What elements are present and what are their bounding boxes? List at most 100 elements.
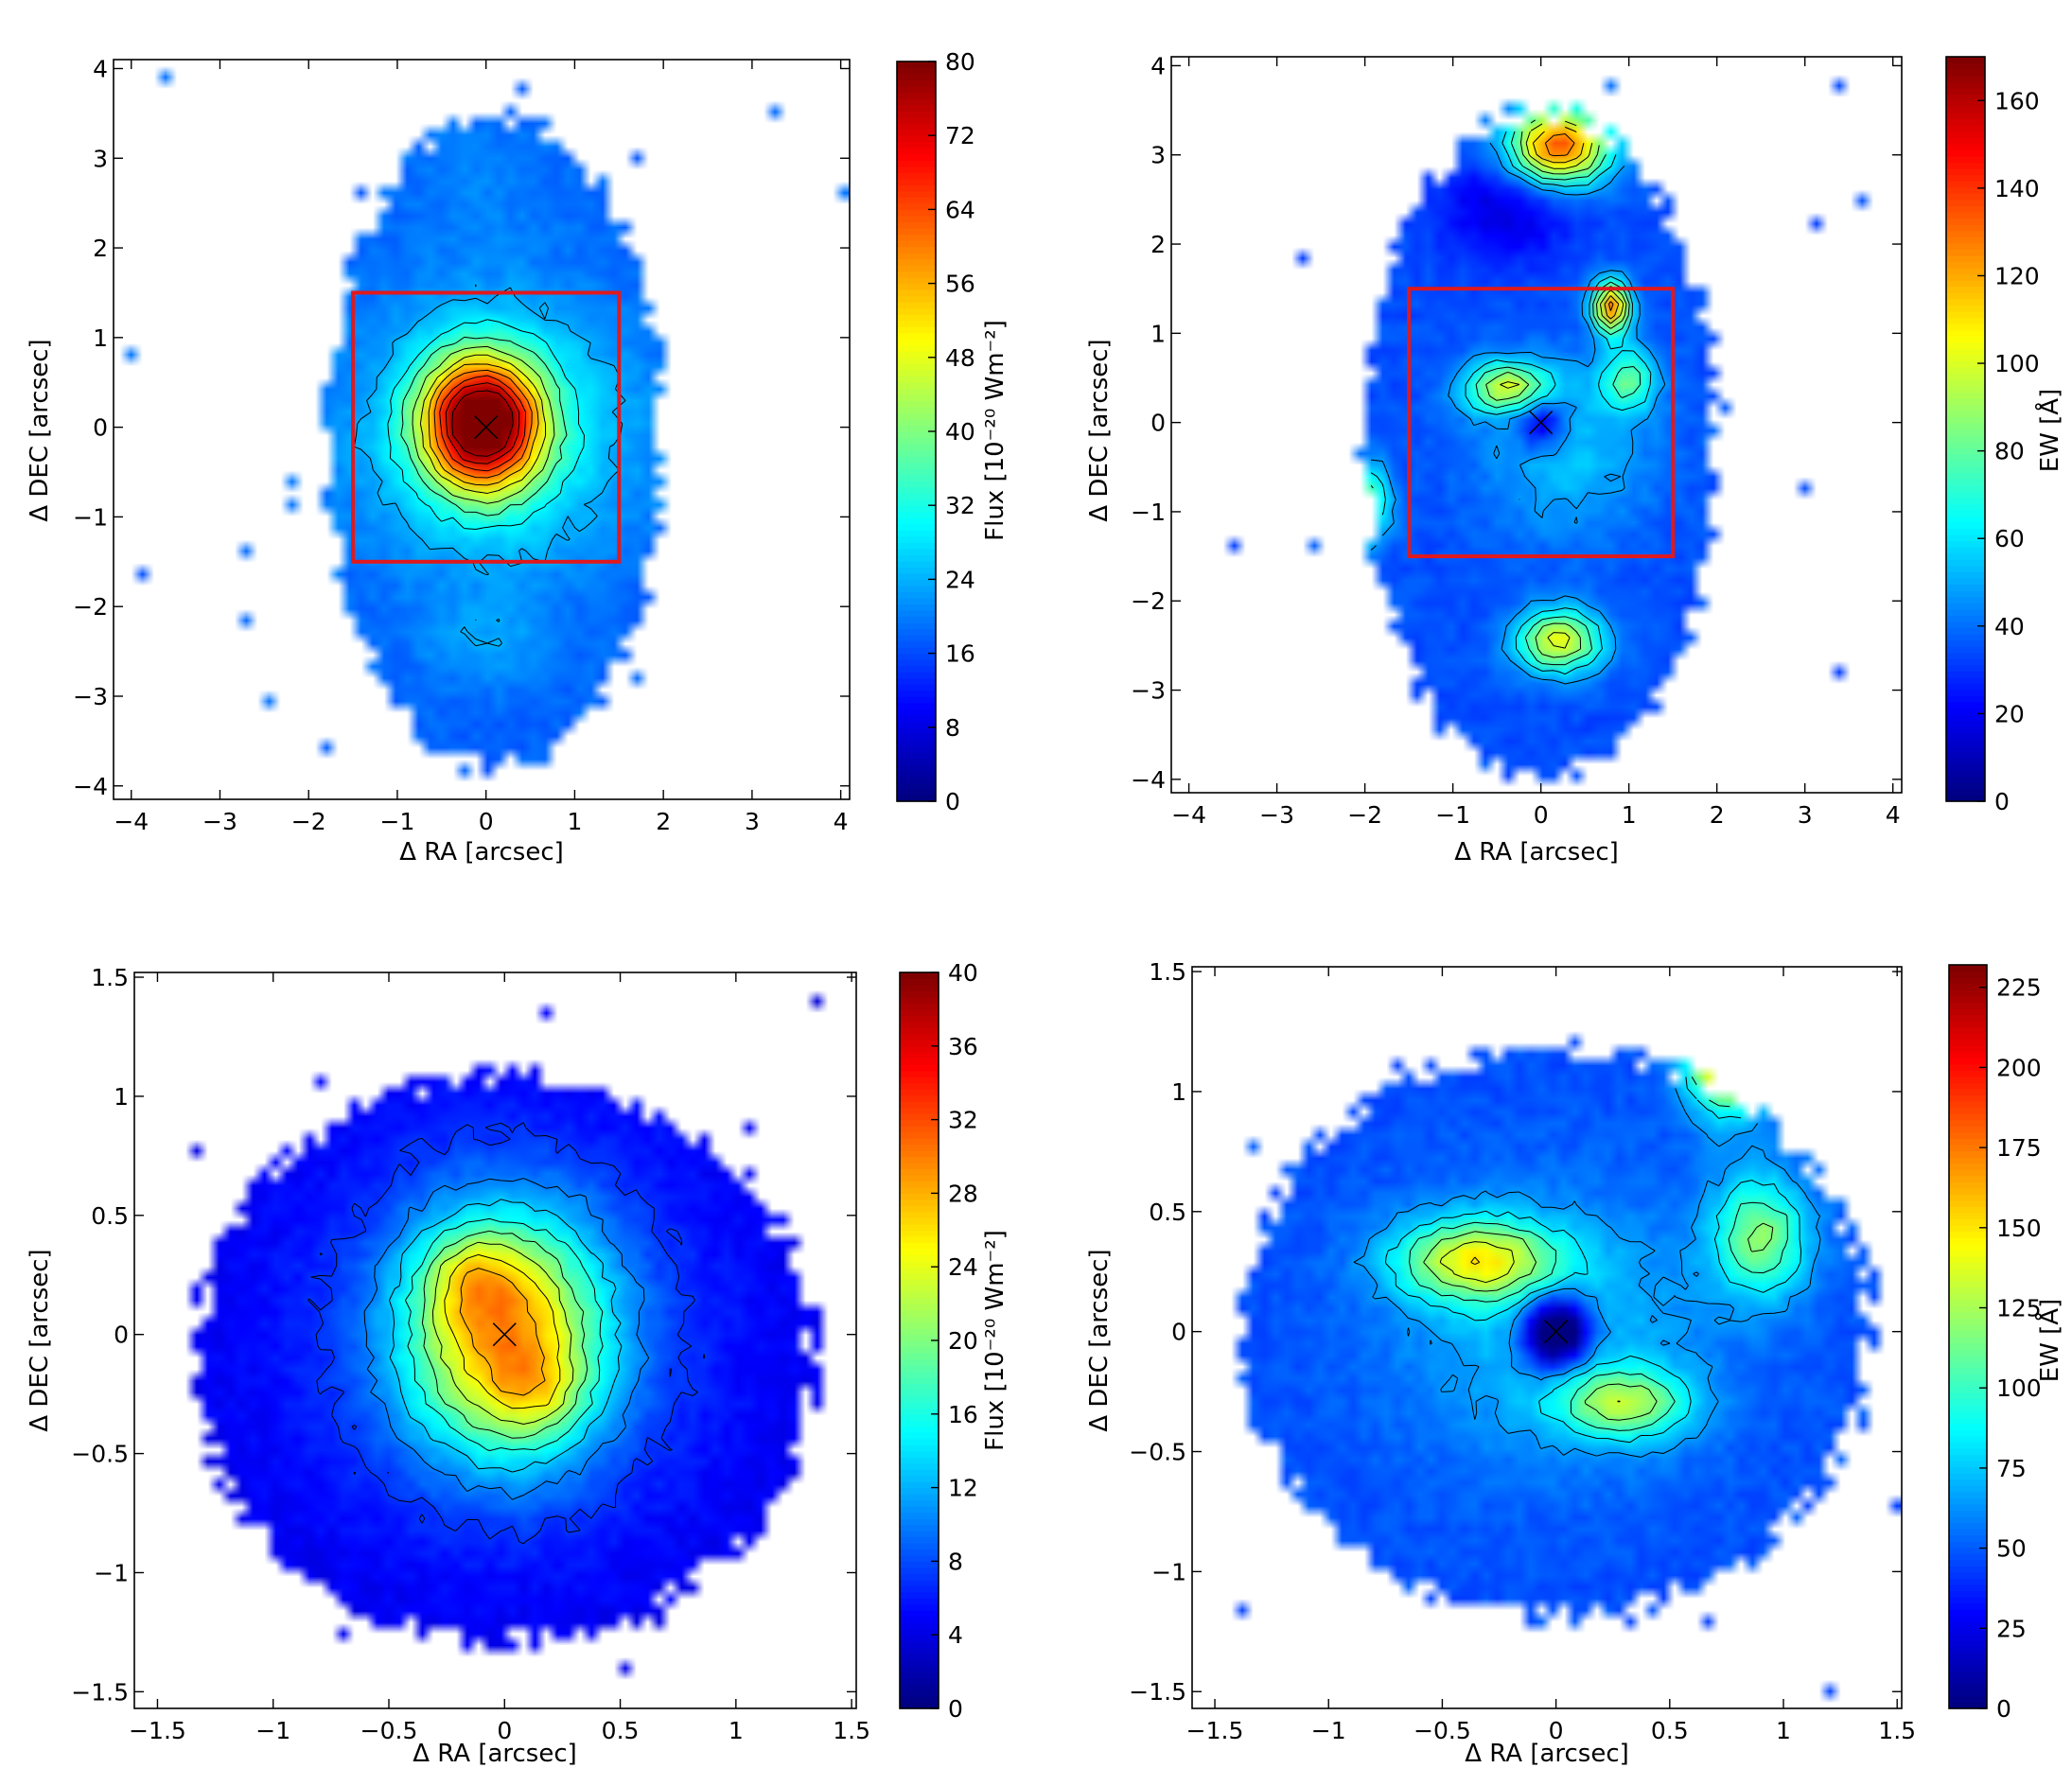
colorbar-segment <box>1949 1058 1987 1065</box>
x-axis-label: Δ RA [arcsec] <box>413 1740 577 1768</box>
colorbar-segment <box>1949 1007 1987 1015</box>
colorbar-segment <box>897 604 936 611</box>
colorbar-segment <box>1949 1194 1987 1201</box>
colorbar-segment <box>1946 652 1985 659</box>
colorbar-segment <box>1949 1126 1987 1133</box>
colorbar-segment <box>897 98 936 106</box>
colorbar-segment <box>1949 1094 1987 1102</box>
colorbar-tick-label: 25 <box>1996 1615 2027 1642</box>
colorbar-segment <box>897 499 936 506</box>
x-tick-label: −2 <box>291 808 326 835</box>
x-tick-label: 4 <box>834 808 849 835</box>
colorbar-segment <box>1946 348 1985 356</box>
colorbar-segment <box>1946 478 1985 486</box>
colorbar-segment <box>900 1542 939 1550</box>
colorbar-segment <box>1949 1225 1987 1233</box>
colorbar-segment <box>900 1328 939 1336</box>
colorbar-segment <box>1946 795 1985 802</box>
colorbar-segment <box>900 1598 939 1605</box>
colorbar-segment <box>1949 971 1987 978</box>
colorbar-segment <box>897 776 936 784</box>
colorbar-segment <box>1946 341 1985 349</box>
y-tick-label: 0.5 <box>1149 1199 1186 1226</box>
colorbar-segment <box>1949 1199 1987 1208</box>
colorbar-segment <box>900 1487 939 1495</box>
colorbar-segment <box>1946 373 1985 380</box>
colorbar-segment <box>897 751 936 759</box>
colorbar-segment <box>897 635 936 642</box>
colorbar-segment <box>897 332 936 340</box>
y-tick-label: 4 <box>93 55 108 82</box>
center-marker <box>1544 1320 1569 1344</box>
colorbar-tick-label: 175 <box>1996 1134 2042 1162</box>
colorbar-segment <box>897 239 936 248</box>
colorbar-segment <box>900 1364 939 1373</box>
colorbar-segment <box>897 474 936 481</box>
colorbar-segment <box>1949 1578 1987 1585</box>
colorbar-segment <box>900 1199 939 1206</box>
colorbar-segment <box>900 1438 939 1445</box>
colorbar-segment <box>897 647 936 655</box>
colorbar-segment <box>1949 1423 1987 1430</box>
colorbar-segment <box>1949 1597 1987 1604</box>
colorbar-segment <box>1946 366 1985 375</box>
colorbar-segment <box>1946 503 1985 511</box>
colorbar-segment <box>897 265 936 272</box>
x-tick-label: 3 <box>1798 801 1813 829</box>
colorbar-segment <box>1949 995 1987 1003</box>
y-tick-label: 1.5 <box>91 964 129 991</box>
colorbar-tick-label: 80 <box>945 48 975 76</box>
colorbar-segment <box>900 1291 939 1299</box>
colorbar-segment <box>1949 1461 1987 1468</box>
colorbar-segment <box>900 1267 939 1274</box>
colorbar-segment <box>1946 174 1985 182</box>
colorbar-segment <box>1949 1566 1987 1573</box>
colorbar-segment <box>1949 1510 1987 1517</box>
heatmap-image <box>114 60 850 799</box>
colorbar-segment <box>1946 87 1985 95</box>
colorbar-segment <box>1949 1187 1987 1195</box>
colorbar-segment <box>897 79 936 87</box>
colorbar-tick-label: 32 <box>945 492 975 519</box>
colorbar-segment <box>1949 1627 1987 1635</box>
y-tick-label: 0 <box>93 414 108 442</box>
colorbar-segment <box>1946 676 1985 684</box>
colorbar-segment <box>900 1684 939 1691</box>
colorbar-segment <box>900 1383 939 1391</box>
colorbar-segment <box>1949 1491 1987 1498</box>
colorbar-segment <box>1949 1379 1987 1387</box>
x-tick-label: 1 <box>729 1717 744 1744</box>
colorbar-segment <box>1949 1026 1987 1034</box>
y-tick-label: 1.5 <box>1149 958 1186 986</box>
x-axis-label: Δ RA [arcsec] <box>399 838 564 866</box>
colorbar-segment <box>1946 590 1985 598</box>
colorbar-segment <box>1949 1342 1987 1350</box>
colorbar-segment <box>900 1401 939 1409</box>
colorbar-segment <box>1946 571 1985 579</box>
colorbar-segment <box>897 609 936 618</box>
colorbar-tick-label: 32 <box>948 1107 978 1134</box>
y-tick-label: 2 <box>1150 231 1166 258</box>
colorbar-segment <box>1949 1683 1987 1690</box>
colorbar-segment <box>1946 230 1985 237</box>
colorbar-segment <box>900 1205 939 1213</box>
y-tick-label: −3 <box>73 683 108 710</box>
colorbar-segment <box>1946 658 1985 666</box>
colorbar-segment <box>897 677 936 685</box>
colorbar-segment <box>897 523 936 531</box>
colorbar-segment <box>1949 1089 1987 1096</box>
x-tick-label: 4 <box>1886 801 1901 829</box>
colorbar-segment <box>897 579 936 586</box>
colorbar-segment <box>1949 1410 1987 1418</box>
colorbar-tick-label: 8 <box>948 1548 963 1575</box>
colorbar-segment <box>897 412 936 420</box>
colorbar-segment <box>1946 422 1985 430</box>
colorbar-segment <box>1946 305 1985 312</box>
colorbar-label: EW [Å] <box>2034 1299 2064 1382</box>
colorbar-segment <box>897 302 936 309</box>
colorbar-segment <box>897 258 936 266</box>
colorbar-tick-label: 0 <box>1994 788 2010 815</box>
colorbar-segment <box>900 1113 939 1121</box>
colorbar-segment <box>1949 1250 1987 1257</box>
colorbar-segment <box>1949 1386 1987 1393</box>
